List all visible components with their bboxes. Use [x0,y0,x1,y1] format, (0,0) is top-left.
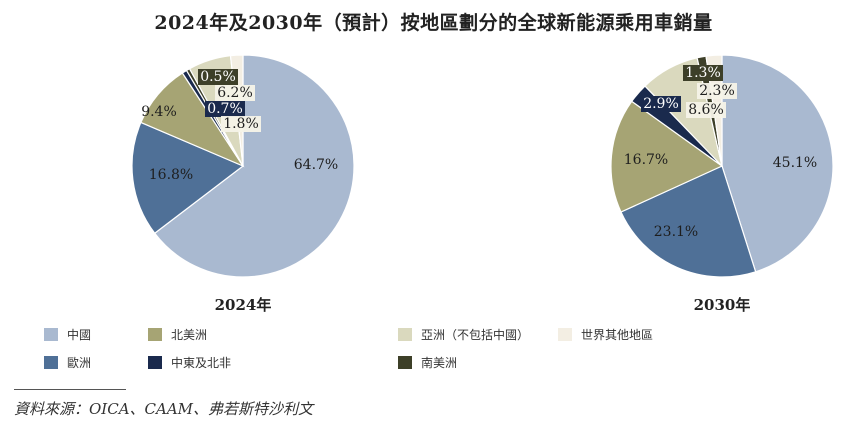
pie-slice-label: 8.6% [686,102,726,118]
legend-swatch [148,328,162,341]
legend-item-mena: 中東及北非 [148,354,231,371]
pie-slice-label: 16.7% [624,152,668,168]
legend-item-china: 中國 [44,326,91,343]
svg-text:64.7%: 64.7% [294,157,338,173]
pie-slice-label: 2.9% [641,96,681,112]
legend-label: 北美洲 [171,328,208,342]
svg-text:1.3%: 1.3% [685,65,721,81]
pie-slice [620,165,757,278]
pie-year-label: 2030年 [694,296,751,314]
svg-text:2.9%: 2.9% [643,96,679,112]
svg-text:0.7%: 0.7% [207,101,243,117]
pie-slice-label: 16.8% [149,167,193,183]
legend-label: 中東及北非 [171,356,232,370]
svg-text:8.6%: 8.6% [688,102,724,118]
pie-slice [153,54,355,278]
legend-label: 世界其他地區 [581,328,654,342]
legend-swatch [148,356,162,369]
legend-item-south-america: 南美洲 [398,354,457,371]
svg-text:6.2%: 6.2% [217,85,253,101]
pie-slice-label: 2.3% [697,83,737,99]
svg-text:16.8%: 16.8% [149,167,193,183]
pie-year-label: 2024年 [215,296,272,314]
legend-label: 中國 [67,328,92,342]
svg-text:1.8%: 1.8% [223,116,259,132]
pie-slice-label: 0.7% [205,101,245,117]
legend-item-asia-ex-china: 亞洲（不包括中國） [398,326,529,343]
source-note: 資料來源：OICA、CAAM、弗若斯特沙利文 [14,400,314,418]
legend-swatch [44,328,58,341]
svg-text:2.3%: 2.3% [699,83,735,99]
pie-slice-label: 9.4% [141,104,177,120]
svg-text:9.4%: 9.4% [141,104,177,120]
legend-label: 南美洲 [421,356,458,370]
legend-label: 歐洲 [67,356,92,370]
legend-label: 亞洲（不包括中國） [421,328,530,342]
pie-slice-label: 1.3% [683,65,723,81]
svg-text:16.7%: 16.7% [624,152,668,168]
legend-swatch [558,328,572,341]
svg-text:23.1%: 23.1% [654,224,698,240]
pie-slice [131,121,245,235]
legend-item-north-america: 北美洲 [148,326,207,343]
legend-swatch [398,328,412,341]
legend-swatch [44,356,58,369]
pie-slice-label: 45.1% [773,155,817,171]
pie-slice [610,100,724,213]
pie-slice-label: 6.2% [215,85,255,101]
pie-slice-label: 1.8% [221,116,261,132]
legend-swatch [398,356,412,369]
pie-slice-label: 23.1% [654,224,698,240]
svg-text:45.1%: 45.1% [773,155,817,171]
chart-title: 2024年及2030年（預計）按地區劃分的全球新能源乘用車銷量 [154,12,713,34]
legend-item-europe: 歐洲 [44,354,91,371]
pie-slice [721,54,834,273]
source-divider [14,389,126,390]
pie-slice-label: 64.7% [294,157,338,173]
svg-text:0.5%: 0.5% [200,69,236,85]
pie-slice-label: 0.5% [198,69,238,85]
legend-item-rest-of-world: 世界其他地區 [558,326,653,343]
